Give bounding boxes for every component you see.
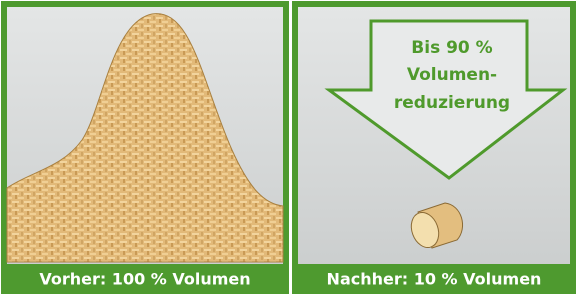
infographic: Vorher: 100 % Volumen Bis 90 % Volumen- …	[0, 0, 577, 295]
caption: Nachher: 10 % Volumen	[327, 270, 542, 289]
arrow-text: Volumen-	[407, 65, 497, 85]
arrow-text: reduzierung	[394, 93, 510, 113]
arrow-text: Bis 90 %	[411, 38, 492, 58]
caption: Vorher: 100 % Volumen	[39, 270, 250, 289]
